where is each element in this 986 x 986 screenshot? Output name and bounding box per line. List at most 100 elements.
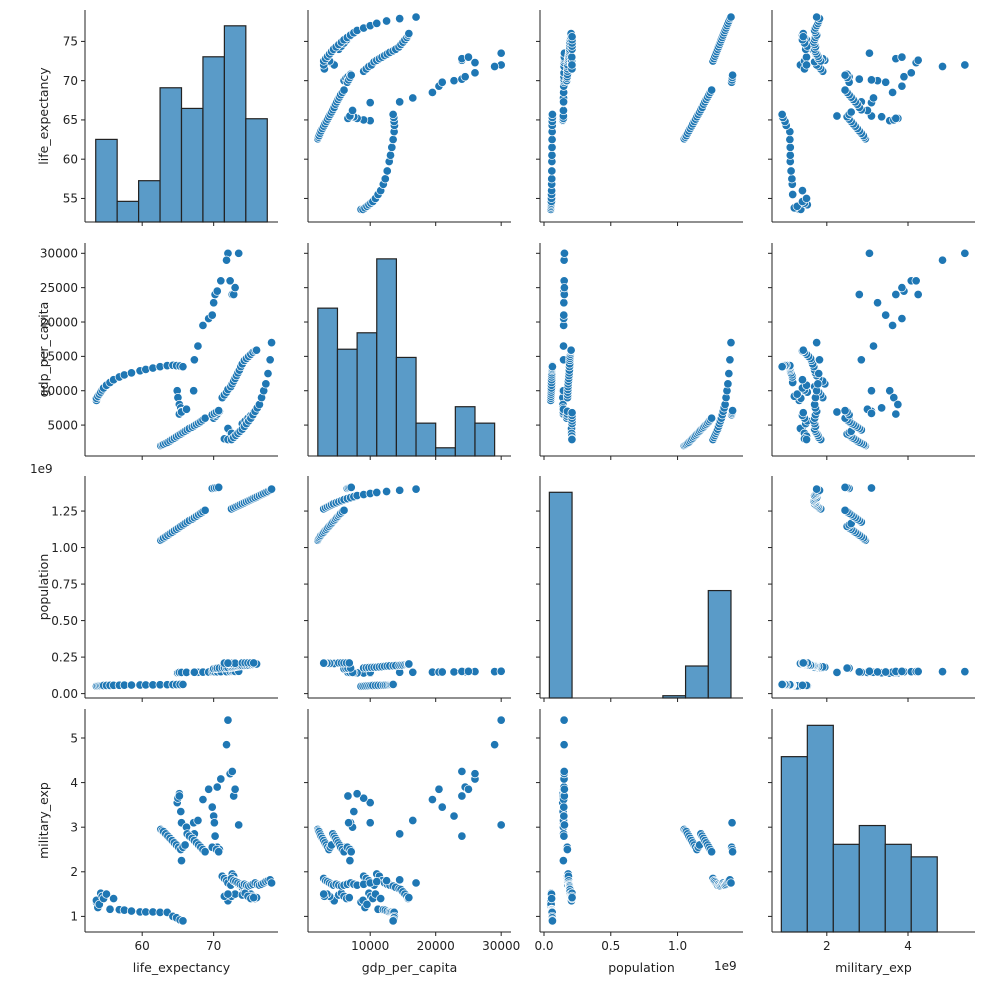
scatter-point: [897, 666, 907, 676]
scatter-point: [380, 174, 390, 184]
histogram-bar: [832, 843, 860, 933]
scatter-point: [960, 667, 970, 677]
panel-population-vs-population: [536, 476, 743, 702]
scatter-point: [346, 847, 356, 857]
scatter-point: [234, 248, 244, 258]
scatter-point: [812, 484, 822, 494]
scatter-point: [408, 667, 418, 677]
scatter-point: [840, 482, 850, 492]
scatter-point: [345, 856, 355, 866]
scatter-point: [728, 70, 738, 80]
scatter-point: [496, 715, 506, 725]
histogram-bar: [223, 25, 247, 223]
scatter-point: [840, 406, 850, 416]
scatter-point: [395, 485, 405, 495]
scatter-point: [411, 878, 421, 888]
scatter-point: [559, 283, 569, 293]
scatter-point: [216, 276, 226, 286]
histogram-bar: [415, 422, 437, 457]
scatter-point: [854, 74, 864, 84]
scatter-point: [840, 85, 850, 95]
scatter-point: [558, 856, 568, 866]
scatter-point: [547, 142, 557, 152]
scatter-point: [214, 847, 224, 857]
scatter-point: [176, 807, 186, 817]
scatter-point: [547, 166, 557, 176]
scatter-point: [234, 820, 244, 830]
scatter-point: [559, 766, 569, 776]
scatter-point: [496, 666, 506, 676]
scatter-point: [559, 820, 569, 830]
scatter-point: [785, 150, 795, 160]
panel-life_expectancy-vs-military_exp: [768, 10, 975, 226]
scatter-point: [856, 355, 866, 365]
scatter-point: [562, 844, 572, 855]
scatter-point: [873, 298, 883, 308]
scatter-point: [913, 666, 923, 677]
x-axis-label: military_exp: [835, 960, 912, 975]
panel-population-vs-gdp_per_capita: [304, 476, 511, 702]
scatter-point: [189, 386, 199, 396]
scatter-point: [724, 368, 734, 379]
scatter-point: [376, 893, 386, 904]
scatter-point: [937, 61, 948, 72]
scatter-point: [263, 368, 273, 379]
scatter-point: [877, 112, 887, 122]
scatter-point: [726, 878, 736, 888]
y-tick-label: 1: [70, 910, 78, 924]
scatter-point: [490, 61, 500, 72]
scatter-point: [221, 740, 232, 750]
scatter-point: [365, 798, 375, 808]
scatter-point: [346, 482, 356, 492]
scatter-point: [105, 904, 115, 914]
histogram-bar: [95, 138, 118, 223]
scatter-point: [200, 847, 210, 857]
y-tick-label: 5000: [47, 418, 78, 432]
histogram-bar: [317, 307, 339, 457]
scatter-point: [408, 93, 418, 103]
scatter-point: [864, 248, 874, 258]
scatter-point: [885, 386, 895, 396]
scatter-point: [388, 135, 398, 145]
scatter-point: [566, 345, 576, 355]
scatter-point: [854, 289, 864, 300]
scatter-point: [777, 109, 787, 119]
scatter-point: [866, 75, 877, 85]
y-offset-text: 1e9: [30, 462, 53, 476]
panel-gdp_per_capita-vs-gdp_per_capita: [304, 243, 511, 460]
scatter-point: [193, 341, 203, 351]
scatter-point: [866, 483, 877, 493]
scatter-point: [362, 899, 372, 909]
panel-life_expectancy-vs-population: [536, 10, 743, 226]
scatter-point: [801, 52, 812, 62]
scatter-point: [547, 135, 557, 145]
scatter-point: [785, 135, 795, 145]
scatter-point: [411, 12, 421, 22]
histogram-bar: [474, 422, 496, 457]
scatter-point: [547, 174, 557, 184]
y-axis-label: population: [36, 554, 51, 621]
scatter-point: [559, 802, 569, 812]
y-tick-label: 60: [63, 152, 78, 166]
scatter-point: [126, 368, 137, 378]
scatter-point: [832, 111, 842, 121]
histogram-bar: [684, 665, 709, 699]
scatter-point: [339, 85, 349, 95]
scatter-point: [189, 355, 199, 365]
histogram-bar: [116, 200, 140, 223]
scatter-point: [812, 338, 822, 348]
scatter-point: [913, 55, 923, 65]
scatter-point: [352, 789, 362, 799]
scatter-point: [881, 310, 891, 320]
y-tick-label: 1.00: [51, 541, 78, 555]
scatter-point: [261, 379, 271, 389]
histogram-bar: [548, 491, 573, 699]
scatter-point: [960, 60, 970, 70]
scatter-point: [207, 310, 217, 320]
x-axis-label: population: [608, 960, 675, 975]
scatter-point: [408, 815, 418, 826]
scatter-point: [209, 298, 219, 308]
histogram-bar: [159, 87, 183, 223]
y-tick-label: 5: [70, 731, 78, 745]
